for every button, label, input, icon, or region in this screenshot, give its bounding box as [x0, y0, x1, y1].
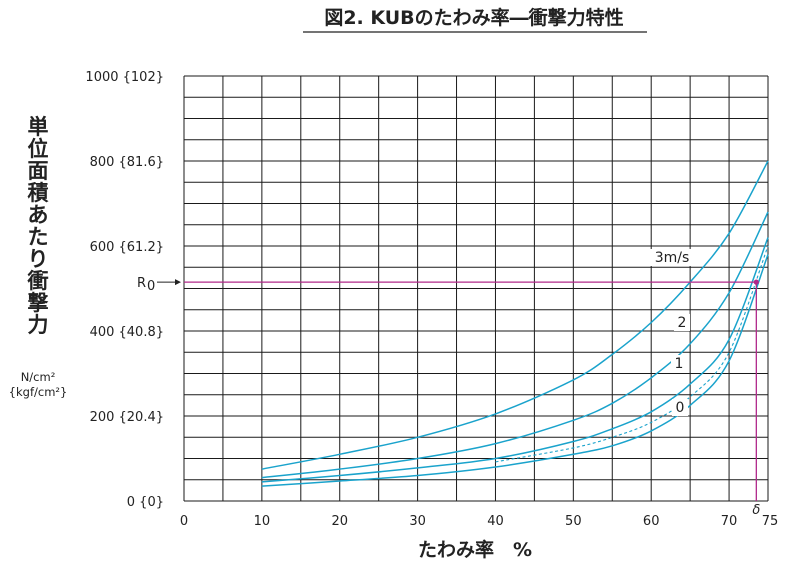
grid [183, 75, 769, 502]
y-unit-line2: {kgf/cm²} [9, 385, 68, 399]
intersection-point [753, 279, 759, 285]
y-tick-label: 0 {0} [127, 495, 164, 510]
x-tick-label: 75 [762, 514, 779, 529]
series-label: 3m/s [655, 250, 690, 266]
r0-arrowhead [175, 279, 181, 286]
x-tick-label: 30 [409, 514, 426, 529]
series-line [261, 160, 769, 470]
x-tick-label: 70 [721, 514, 738, 529]
y-tick-label: 200 {20.4} [90, 410, 164, 425]
y-axis-title-char: 撃 [28, 291, 49, 315]
y-axis-title-char: 力 [28, 313, 49, 337]
annotations: R 0δ [137, 276, 760, 518]
y-axis-title-char: 積 [28, 181, 50, 205]
delta-label: δ [752, 503, 760, 518]
y-tick-label: 600 {61.2} [90, 240, 164, 255]
x-tick-label: 40 [487, 514, 504, 529]
series-label-backing [672, 399, 688, 416]
y-axis-title-char: り [28, 247, 49, 271]
x-tick-label: 10 [254, 514, 271, 529]
series-label: 1 [675, 356, 684, 372]
x-tick-label: 0 [180, 514, 188, 529]
series-label-backing [671, 355, 687, 372]
series-label-backing [674, 314, 690, 331]
y-axis-title-char: 衝 [27, 269, 49, 293]
x-tick-label: 50 [565, 514, 582, 529]
y-tick-label: 400 {40.8} [90, 325, 164, 340]
r0-subscript: 0 [147, 279, 155, 294]
x-axis-title: たわみ率 % [418, 538, 532, 561]
series-label: 0 [676, 400, 685, 416]
series-line [261, 211, 769, 479]
y-tick-label: 800 {81.6} [90, 155, 164, 170]
y-tick-label: 1000 {102} [85, 70, 164, 85]
y-tick-labels: 0 {0} 200 {20.4} 400 {40.8} 600 {61.2} 800 {… [85, 70, 164, 510]
y-axis-title-char: た [28, 225, 49, 249]
y-axis-title-char: 位 [28, 137, 49, 161]
chart-title: 図2. KUBのたわみ率―衝撃力特性 [324, 6, 623, 29]
series-line [261, 237, 769, 483]
x-tick-labels: 0 10 20 30 40 50 60 70 75 [180, 514, 778, 529]
series-label-backing [649, 249, 695, 266]
series-label: 2 [678, 315, 687, 331]
y-axis-title-char: 単 [28, 115, 49, 139]
y-axis-title-char: あ [28, 203, 49, 227]
x-tick-label: 20 [331, 514, 348, 529]
r0-label: R [137, 276, 146, 291]
series-group: 3m/s 2 1 0 [261, 160, 769, 487]
series-line-dashed [495, 245, 769, 463]
series-line [261, 254, 769, 487]
x-tick-label: 60 [643, 514, 660, 529]
y-unit-line1: N/cm² [21, 370, 56, 384]
y-axis-title-char: 面 [28, 159, 49, 183]
